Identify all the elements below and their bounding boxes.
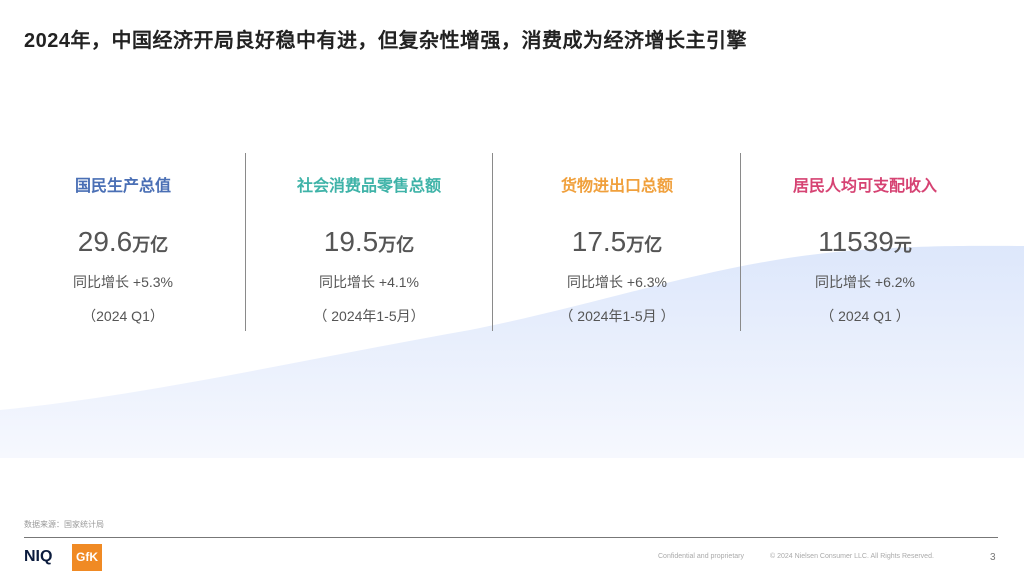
metric-retail-sales: 社会消费品零售总额 19.5万亿 同比增长 +4.1% （ 2024年1-5月） — [246, 152, 492, 332]
page-number: 3 — [990, 552, 996, 563]
metric-value: 19.5 — [323, 226, 379, 257]
metric-growth: 同比增长 +4.1% — [319, 274, 419, 290]
metric-label: 社会消费品零售总额 — [296, 178, 441, 195]
copyright-note: © 2024 Nielsen Consumer LLC. All Rights … — [770, 553, 934, 560]
metric-value: 17.5 — [571, 226, 627, 257]
metric-label: 货物进出口总额 — [560, 178, 673, 195]
metric-unit: 万亿 — [626, 235, 663, 255]
gfk-logo: GfK — [72, 544, 102, 571]
metric-value-line: 29.6万亿 — [0, 226, 246, 258]
metric-period: （ 2024 Q1 ） — [820, 308, 910, 324]
metric-trade: 货物进出口总额 17.5万亿 同比增长 +6.3% （ 2024年1-5月 ） — [494, 152, 740, 332]
metric-growth: 同比增长 +5.3% — [73, 274, 173, 290]
metric-divider — [740, 153, 741, 331]
page-title: 2024年，中国经济开局良好稳中有进，但复杂性增强，消费成为经济增长主引擎 — [24, 30, 747, 52]
metric-income: 居民人均可支配收入 11539元 同比增长 +6.2% （ 2024 Q1 ） — [742, 152, 988, 332]
metric-unit: 万亿 — [378, 235, 415, 255]
metric-label: 居民人均可支配收入 — [792, 178, 937, 195]
metric-period: （2024 Q1） — [82, 308, 164, 324]
metric-value-line: 19.5万亿 — [246, 226, 492, 258]
metric-label: 国民生产总值 — [74, 178, 171, 195]
niq-logo: NIQ — [24, 548, 53, 565]
metric-value-line: 17.5万亿 — [494, 226, 740, 258]
metric-divider — [492, 153, 493, 331]
metric-growth: 同比增长 +6.2% — [815, 274, 915, 290]
metric-gdp: 国民生产总值 29.6万亿 同比增长 +5.3% （2024 Q1） — [0, 152, 246, 332]
metrics-panel: 国民生产总值 29.6万亿 同比增长 +5.3% （2024 Q1） 社会消费品… — [0, 152, 1024, 332]
metric-value-line: 11539元 — [742, 226, 988, 258]
metric-divider — [245, 153, 246, 331]
metric-period: （ 2024年1-5月） — [313, 308, 425, 324]
confidential-note: Confidential and proprietary — [658, 553, 744, 560]
metric-growth: 同比增长 +6.3% — [567, 274, 667, 290]
data-source-note: 数据来源：国家统计局 — [24, 520, 104, 529]
metric-value: 11539 — [818, 226, 894, 257]
metric-value: 29.6 — [77, 226, 133, 257]
metric-unit: 元 — [893, 235, 912, 255]
footer-divider — [24, 537, 998, 538]
metric-period: （ 2024年1-5月 ） — [559, 308, 675, 324]
metric-unit: 万亿 — [132, 235, 169, 255]
